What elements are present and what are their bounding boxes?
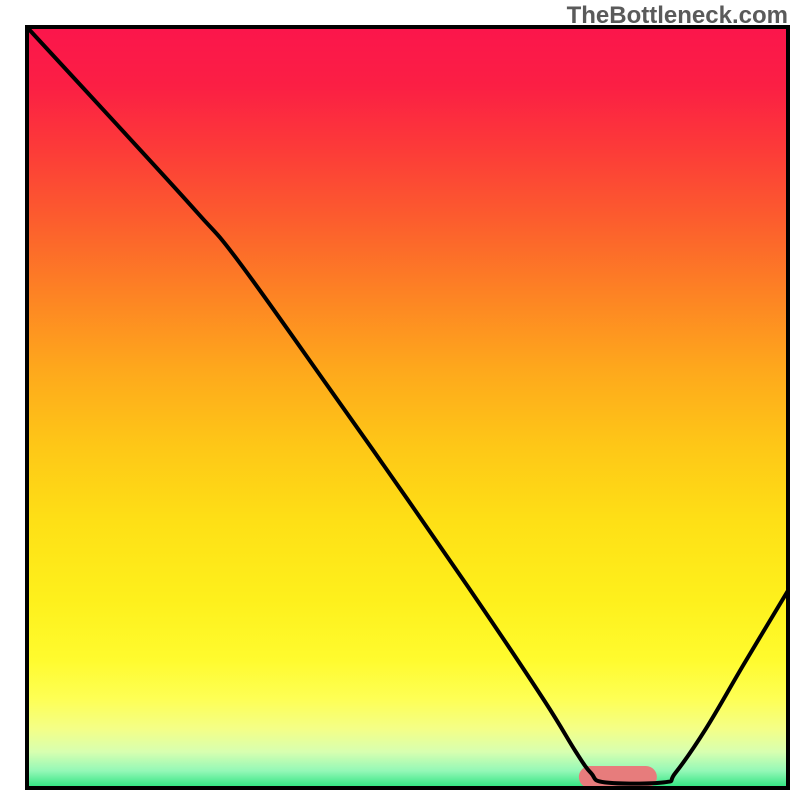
- watermark-text: TheBottleneck.com: [567, 2, 788, 30]
- gradient-background: [25, 25, 790, 790]
- plot-area: [25, 25, 790, 790]
- bottleneck-chart: [0, 0, 800, 800]
- chart-container: TheBottleneck.com: [0, 0, 800, 800]
